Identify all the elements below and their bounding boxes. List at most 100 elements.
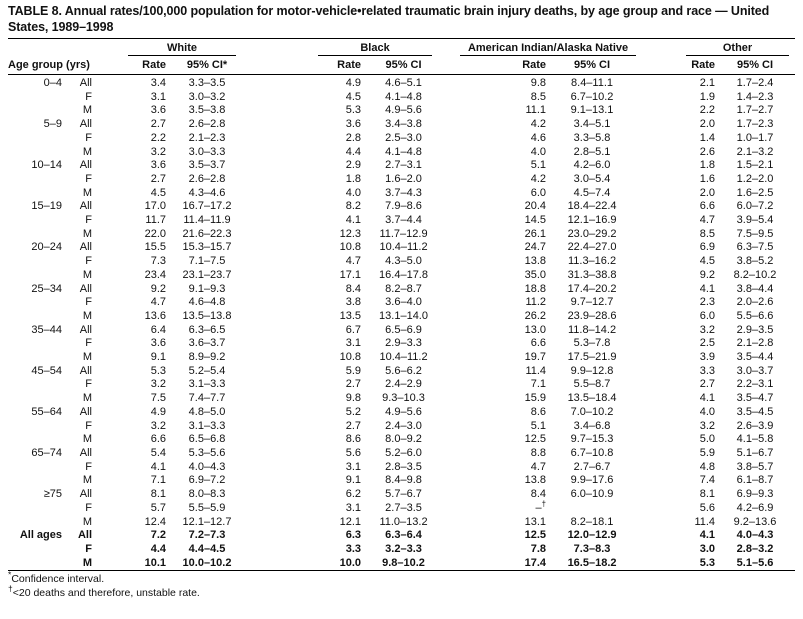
aian-rate-cell: 26.2 bbox=[524, 309, 547, 322]
black-rate-cell: 1.8 bbox=[345, 172, 362, 185]
sex-cell: All bbox=[79, 118, 92, 131]
footnote-text: Confidence interval. bbox=[11, 573, 105, 586]
footnote-text: <20 deaths and therefore, unstable rate. bbox=[12, 586, 200, 599]
black-rate-cell: 12.3 bbox=[339, 227, 362, 240]
white-rate-cell: 3.2 bbox=[150, 378, 166, 391]
black-ci-cell: 6.5–6.9 bbox=[385, 323, 422, 336]
black-ci-cell: 2.7–3.5 bbox=[385, 501, 422, 514]
group-label-black: Black bbox=[318, 42, 433, 56]
other-rate-cell: 2.0 bbox=[699, 186, 716, 199]
group-label-aian: American Indian/Alaska Native bbox=[460, 42, 637, 56]
white-rate-cell: 7.5 bbox=[150, 392, 166, 405]
table-row: All ages All 7.2 7.2–7.3 6.3 6.3–6.4 12.5 12.0–… bbox=[8, 529, 795, 543]
sex-cell: M bbox=[82, 433, 92, 446]
table-header: White Black American Indian/Alaska Nativ… bbox=[8, 39, 796, 75]
table-body: 0–4 All 3.4 3.3–3.5 4.9 4.6–5.1 9.8 8.4–11.1 2.1… bbox=[8, 75, 795, 571]
black-rate-cell: 5.3 bbox=[345, 104, 362, 117]
sex-cell: F bbox=[85, 131, 92, 144]
black-ci-cell: 3.4–3.8 bbox=[385, 118, 422, 131]
black-ci-cell: 7.9–8.6 bbox=[385, 200, 422, 213]
aian-rate-cell: 11.4 bbox=[525, 364, 547, 377]
table-row: F 4.1 4.0–4.3 3.1 2.8–3.5 4.7 2.7–6.7 4.8 3.8–5.… bbox=[8, 461, 795, 475]
other-ci-cell: 9.2–13.6 bbox=[733, 515, 777, 528]
sex-cell: M bbox=[82, 515, 92, 528]
white-ci-cell: 3.0–3.3 bbox=[188, 145, 226, 158]
white-rate-cell: 3.6 bbox=[150, 159, 166, 172]
white-rate-cell: 23.4 bbox=[144, 268, 166, 281]
other-rate-cell: 4.1 bbox=[699, 529, 716, 542]
black-ci-cell: 4.9–5.6 bbox=[385, 405, 422, 418]
aian-rate-cell: 7.1 bbox=[530, 378, 547, 391]
aian-rate-cell: 12.5 bbox=[524, 433, 547, 446]
black-ci-cell: 2.7–3.1 bbox=[385, 159, 422, 172]
black-rate-cell: 3.1 bbox=[345, 501, 362, 514]
age-cell bbox=[8, 516, 64, 530]
age-cell bbox=[8, 420, 64, 434]
aian-ci-cell: 4.5–7.4 bbox=[573, 186, 611, 199]
aian-rate-cell: 9.8 bbox=[530, 77, 547, 89]
white-ci-cell: 4.8–5.0 bbox=[188, 405, 226, 418]
white-rate-cell: 9.1 bbox=[150, 351, 166, 364]
other-rate-cell: 2.1 bbox=[699, 77, 716, 89]
other-ci-cell: 2.1–3.2 bbox=[736, 145, 774, 158]
black-rate-cell: 3.6 bbox=[345, 118, 362, 131]
other-ci-cell: 4.0–4.3 bbox=[736, 529, 774, 542]
black-ci-cell: 2.9–3.3 bbox=[385, 337, 422, 350]
table-row: 45–54 All 5.3 5.2–5.4 5.9 5.6–6.2 11.4 9.9–12.8… bbox=[8, 365, 795, 379]
black-rate-cell: 10.8 bbox=[339, 351, 362, 364]
black-ci-cell: 5.2–6.0 bbox=[385, 446, 422, 459]
age-cell bbox=[8, 351, 64, 365]
black-rate-cell: 8.2 bbox=[345, 200, 362, 213]
white-ci-cell: 3.1–3.3 bbox=[188, 419, 226, 432]
white-ci-cell: 7.4–7.7 bbox=[188, 392, 226, 405]
table-row: F 5.7 5.5–5.9 3.1 2.7–3.5 –† 5.6 4.2–6.9 bbox=[8, 500, 795, 516]
black-rate-cell: 3.1 bbox=[345, 337, 362, 350]
sex-cell: F bbox=[85, 296, 92, 309]
white-ci-cell: 10.0–10.2 bbox=[182, 556, 232, 569]
aian-rate-cell: 12.5 bbox=[524, 529, 547, 542]
sex-cell: All bbox=[79, 323, 92, 336]
aian-rate-cell: 14.5 bbox=[524, 214, 547, 227]
other-rate-cell: 1.8 bbox=[699, 159, 716, 172]
age-cell bbox=[8, 433, 64, 447]
other-ci-cell: 1.7–2.3 bbox=[736, 118, 774, 131]
white-ci-cell: 4.6–4.8 bbox=[188, 296, 226, 309]
black-ci-cell: 8.4–9.8 bbox=[385, 474, 422, 487]
black-rate-cell: 2.8 bbox=[345, 131, 362, 144]
dagger-marker: † bbox=[8, 583, 13, 594]
table-row: M 4.5 4.3–4.6 4.0 3.7–4.3 6.0 4.5–7.4 2.0 1.6–2.… bbox=[8, 187, 795, 201]
age-cell bbox=[8, 378, 64, 392]
black-rate-cell: 4.0 bbox=[345, 186, 362, 199]
age-cell: 25–34 bbox=[31, 282, 62, 295]
black-ci-cell: 3.2–3.3 bbox=[385, 542, 422, 555]
other-ci-cell: 6.9–9.3 bbox=[736, 488, 774, 501]
white-ci-cell: 6.9–7.2 bbox=[188, 474, 226, 487]
age-cell bbox=[8, 296, 64, 310]
other-rate-cell: 3.2 bbox=[699, 323, 716, 336]
sex-cell: All bbox=[79, 77, 92, 89]
black-ci-cell: 1.6–2.0 bbox=[385, 172, 422, 185]
aian-ci-cell: 23.9–28.6 bbox=[567, 309, 617, 322]
white-rate-cell: 2.7 bbox=[150, 172, 166, 185]
white-rate-cell: 6.6 bbox=[150, 433, 166, 446]
table-row: F 3.2 3.1–3.3 2.7 2.4–3.0 5.1 3.4–6.8 3.2 2.6–3.… bbox=[8, 420, 795, 434]
sex-cell: M bbox=[82, 268, 92, 281]
sex-cell: M bbox=[82, 186, 92, 199]
sex-cell: M bbox=[82, 556, 92, 569]
black-ci-cell: 8.0–9.2 bbox=[385, 433, 422, 446]
sex-cell: F bbox=[85, 90, 92, 103]
other-rate-cell: 6.0 bbox=[699, 309, 716, 322]
table-row: F 11.7 11.4–11.9 4.1 3.7–4.4 14.5 12.1–16.9 4.7… bbox=[8, 214, 795, 228]
age-cell bbox=[8, 543, 64, 557]
black-rate-cell: 2.7 bbox=[345, 378, 362, 391]
footnotes: *Confidence interval. †<20 deaths and th… bbox=[8, 569, 795, 600]
age-cell: 5–9 bbox=[43, 118, 62, 131]
asterisk-marker: * bbox=[8, 569, 12, 580]
aian-ci-cell: 18.4–22.4 bbox=[567, 200, 617, 213]
white-ci-cell: 8.0–8.3 bbox=[188, 488, 226, 501]
other-ci-cell: 5.1–6.7 bbox=[736, 446, 774, 459]
table-row: M 23.4 23.1–23.7 17.1 16.4–17.8 35.0 31.3–38.8… bbox=[8, 269, 795, 283]
black-rate-cell: 3.3 bbox=[345, 542, 362, 555]
white-rate-cell: 3.4 bbox=[150, 77, 166, 89]
white-rate-cell: 11.7 bbox=[145, 214, 166, 227]
